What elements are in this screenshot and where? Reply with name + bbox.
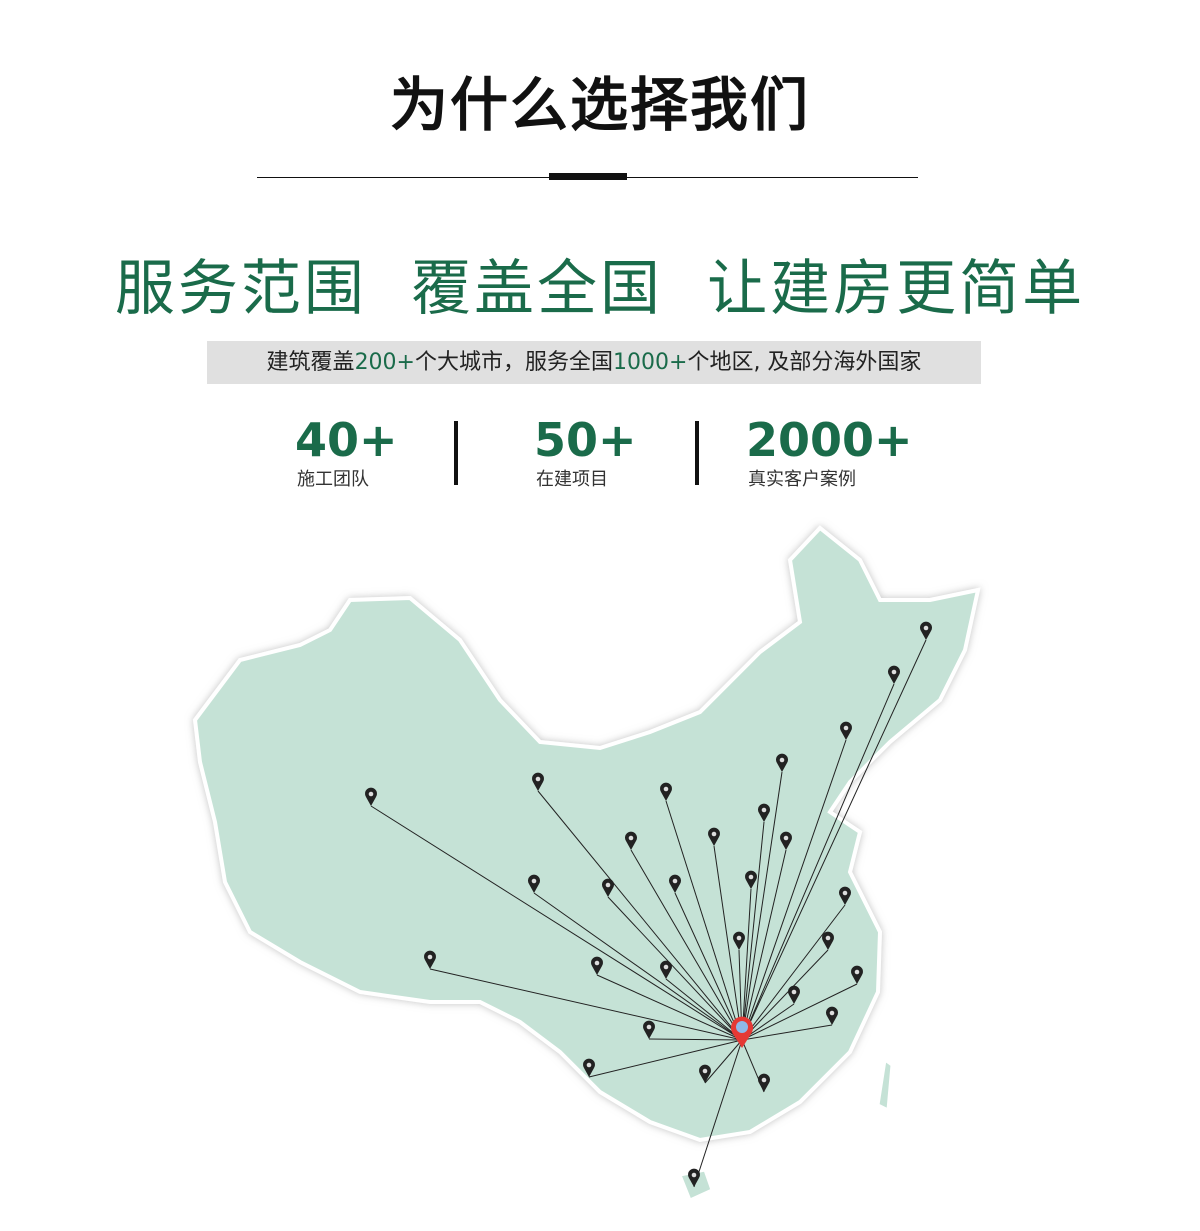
map-pin-icon <box>888 665 900 684</box>
connection-line <box>741 983 858 1041</box>
map-pin-icon <box>822 931 834 950</box>
connection-line <box>533 892 743 1041</box>
map-pin-icon <box>582 1058 595 1077</box>
map-pin-icon <box>758 803 770 822</box>
subtitle-text: 建筑覆盖 <box>266 350 355 375</box>
map-pin-icon <box>840 721 852 740</box>
connection-line <box>537 790 743 1041</box>
map-pin-icon <box>591 956 603 975</box>
connection-line <box>693 1039 743 1188</box>
connection-line <box>648 1038 743 1041</box>
connection-line <box>596 974 743 1041</box>
connection-line <box>741 904 846 1041</box>
map-pin-icon <box>708 827 720 846</box>
map-pin-icon <box>365 787 377 806</box>
subtitle-text: 个地区, 及部分海外国家 <box>687 350 922 375</box>
connection-line <box>741 1024 833 1041</box>
stat-value: 50+ <box>534 413 637 467</box>
map-pin-icon <box>776 753 789 772</box>
connection-line <box>607 896 743 1041</box>
connection-line <box>741 739 847 1041</box>
stat-value: 40+ <box>295 413 398 467</box>
map-pin-icon <box>851 965 864 984</box>
stat-label: 在建项目 <box>536 469 608 490</box>
map-pin-icon <box>758 1073 770 1092</box>
subtitle-number: 200+ <box>354 350 415 375</box>
page-title: 为什么选择我们 <box>389 71 810 139</box>
stat-label: 真实客户案例 <box>748 469 856 490</box>
divider-accent <box>549 173 627 180</box>
map-pin-icon <box>920 621 933 640</box>
map-pin-icon <box>659 960 673 979</box>
stat-label: 施工团队 <box>297 469 369 490</box>
connection-line <box>741 683 895 1041</box>
connection-line <box>429 968 743 1041</box>
map-pin-icon <box>745 870 757 889</box>
map-pin-icon <box>687 1168 700 1187</box>
stat-separator <box>454 421 458 485</box>
connection-line <box>741 771 783 1041</box>
connection-line <box>713 845 743 1041</box>
stat-projects: 50+ 在建项目 <box>534 410 637 490</box>
china-outline <box>192 525 981 1143</box>
map-pin-icon <box>659 782 673 801</box>
connection-line <box>741 949 829 1041</box>
location-pin-icon <box>730 1016 753 1048</box>
stat-value: 2000+ <box>746 413 913 467</box>
map-pin-icon <box>668 874 681 893</box>
connection-line <box>665 800 743 1041</box>
subtitle-number: 1000+ <box>613 350 688 375</box>
stat-cases: 2000+ 真实客户案例 <box>746 410 913 490</box>
stat-separator <box>695 421 699 485</box>
map-pin-icon <box>780 831 792 850</box>
map-pin-icon <box>424 950 437 969</box>
connection-line <box>588 1039 743 1078</box>
connection-line <box>674 892 743 1041</box>
connection-line <box>370 805 743 1041</box>
subtitle-band: 建筑覆盖200+个大城市，服务全国1000+个地区, 及部分海外国家 <box>207 341 981 384</box>
map-pin-icon <box>532 772 544 791</box>
connection-line <box>630 849 743 1041</box>
connection-line <box>665 978 743 1041</box>
map-pin-icon <box>528 874 540 893</box>
connection-line <box>741 888 752 1041</box>
map-pin-icon <box>602 878 614 897</box>
taiwan-island <box>876 1057 894 1113</box>
map-pin-icon <box>699 1064 712 1083</box>
map-pin-icon <box>732 931 745 950</box>
subtitle-text: 个大城市，服务全国 <box>415 350 614 375</box>
slogan: 服务范围 覆盖全国 让建房更简单 <box>114 254 1086 324</box>
map-pin-icon <box>624 831 637 850</box>
connection-line <box>741 639 927 1041</box>
connection-line <box>741 849 787 1041</box>
connection-line <box>741 821 765 1041</box>
connection-line <box>704 1039 743 1084</box>
stat-teams: 40+ 施工团队 <box>295 410 398 490</box>
map-pin-icon <box>643 1020 655 1039</box>
map-pin-icon <box>826 1006 839 1025</box>
map-pin-icon <box>788 985 801 1004</box>
map-pin-icon <box>839 886 852 905</box>
